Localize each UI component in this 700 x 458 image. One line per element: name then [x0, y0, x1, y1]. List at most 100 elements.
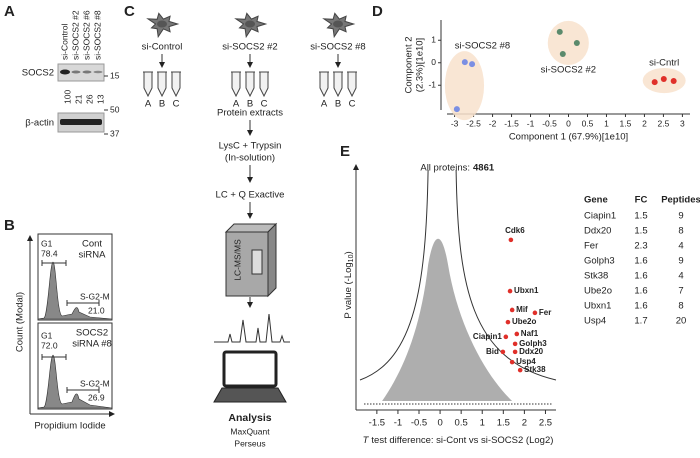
tube-label: A [321, 99, 328, 110]
point-label: Bid [486, 347, 499, 356]
tube [259, 72, 269, 98]
table-header: FC [635, 195, 648, 206]
band [82, 70, 92, 74]
cluster-label: si-Cntrl [649, 57, 679, 68]
nucleus [333, 20, 343, 28]
x-tick-label: 0.5 [582, 118, 594, 128]
tube [171, 72, 181, 98]
gene-table: Gene FC Peptides Ciapin1 1.5 9 Ddx20 1.5 8 Fer 2.3… [584, 195, 700, 327]
point-label: Mif [516, 305, 528, 314]
quantification: 100 [62, 90, 72, 104]
protein-cloud [382, 238, 513, 401]
x-tick-label: 0 [437, 418, 442, 429]
gate-label: G1 [41, 330, 53, 340]
condition: siRNA #8 [72, 339, 112, 350]
table-cell: Ciapin1 [584, 211, 616, 222]
total: 4861 [473, 163, 495, 174]
lane-label: si-Control [59, 24, 69, 60]
y-axis-label: Count (Modal) [15, 292, 26, 352]
threshold-curve [455, 169, 557, 381]
blot-label: SOCS2 [22, 68, 54, 79]
panel-label: D [372, 3, 383, 20]
quantification: 21 [73, 94, 83, 104]
point [500, 349, 506, 355]
x-axis-label: Component 1 (67.9%)[1e10] [509, 132, 628, 143]
table-cell: Ddx20 [584, 226, 611, 237]
point [573, 39, 580, 46]
condition: siRNA [79, 250, 107, 261]
band [71, 70, 81, 74]
nucleus [157, 20, 167, 28]
point [469, 61, 476, 68]
table-cell: Ube2o [584, 286, 612, 297]
quantification: 26 [84, 94, 94, 104]
lane-label: si-SOCS2 #8 [92, 10, 102, 60]
table-cell: Stk38 [584, 271, 608, 282]
x-axis-label: Propidium Iodide [34, 421, 105, 432]
point [512, 349, 518, 355]
table-cell: 2.3 [634, 241, 647, 252]
table-cell: 9 [678, 211, 683, 222]
step: LC + Q Exactive [216, 190, 285, 201]
point [514, 331, 520, 337]
panel-label: A [4, 3, 15, 20]
y-axis-label-sub: 10 [348, 254, 355, 262]
gate-value: 26.9 [88, 392, 105, 402]
tube-label: A [233, 99, 240, 110]
mw-marker: 50 [110, 104, 120, 114]
gate-value: 21.0 [88, 305, 105, 315]
tube-label: B [247, 99, 253, 110]
pca-plot: -1 0 1 -3 -2.5 -2 -1.5 -1 -0.5 0 0.5 1 1.5 2 2.5 3 Compo… [404, 20, 690, 143]
table-cell: 4 [678, 241, 683, 252]
panel-label: E [340, 143, 350, 160]
point [517, 367, 523, 373]
x-tick-label: -0.5 [411, 418, 427, 429]
y-axis-label: P value (-Log10) [343, 251, 355, 318]
point-label: Stk38 [524, 365, 546, 374]
tube [231, 72, 241, 98]
laptop-screen [222, 350, 278, 388]
table-cell: Golph3 [584, 256, 615, 267]
group-label: si-Control [142, 42, 183, 53]
table-cell: Fer [584, 241, 598, 252]
cluster-halo [444, 51, 485, 121]
step: (In-solution) [225, 153, 275, 164]
point-label: Naf1 [521, 329, 539, 338]
table-header: Gene [584, 195, 608, 206]
mw-marker: 37 [110, 128, 120, 138]
x-axis-label-text: test difference: si-Cont vs si-SOCS2 (Lo… [371, 435, 553, 446]
analysis-label: Analysis [228, 412, 271, 424]
point [461, 59, 468, 66]
point-label: Ube2o [512, 317, 537, 326]
table-cell: Usp4 [584, 316, 606, 327]
histogram [37, 322, 113, 410]
spectrum [214, 313, 290, 343]
point-label: Ciapin1 [473, 332, 502, 341]
volcano-plot: -1.5 -1 -0.5 0 0.5 1 1.5 2 2.5 T test difference: … [343, 163, 557, 446]
table-cell: 1.6 [634, 286, 647, 297]
table-cell: 9 [678, 256, 683, 267]
table-cell: 1.5 [634, 226, 647, 237]
table-header: Peptides [661, 195, 700, 206]
y-axis-label-text: P value (-Log [343, 262, 354, 318]
table-cell: 1.6 [634, 271, 647, 282]
band [60, 69, 70, 75]
table-cell: Ubxn1 [584, 301, 611, 312]
x-tick-label: -2.5 [466, 118, 481, 128]
point [670, 77, 677, 84]
x-tick-label: -2 [489, 118, 497, 128]
tube [347, 72, 357, 98]
title: All proteins: [420, 163, 470, 174]
group-label: si-SOCS2 #2 [222, 42, 277, 53]
x-tick-label: -1 [394, 418, 402, 429]
instrument-window [251, 249, 263, 275]
point-label: Cdk6 [505, 226, 525, 235]
cluster-label: si-SOCS2 #8 [455, 41, 510, 52]
table-cell: 8 [678, 301, 683, 312]
lane-label: si-SOCS2 #2 [70, 10, 80, 60]
y-tick-label: 1 [431, 35, 436, 45]
tube-label: C [261, 99, 268, 110]
